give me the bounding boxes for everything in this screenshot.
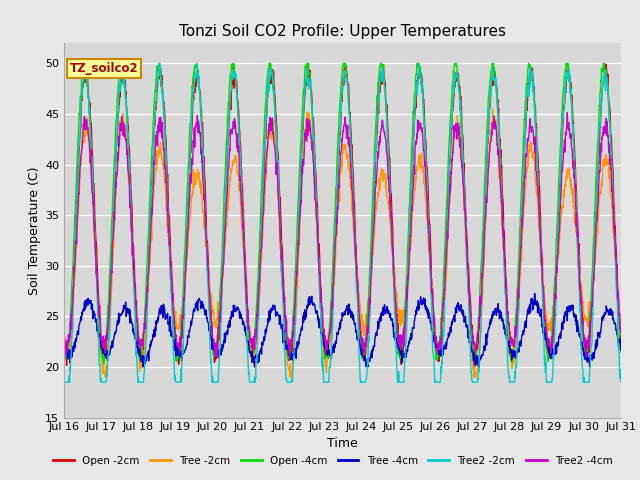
Text: TZ_soilco2: TZ_soilco2 [70, 62, 138, 75]
Title: Tonzi Soil CO2 Profile: Upper Temperatures: Tonzi Soil CO2 Profile: Upper Temperatur… [179, 24, 506, 39]
Legend: Open -2cm, Tree -2cm, Open -4cm, Tree -4cm, Tree2 -2cm, Tree2 -4cm: Open -2cm, Tree -2cm, Open -4cm, Tree -4… [49, 452, 617, 470]
Y-axis label: Soil Temperature (C): Soil Temperature (C) [28, 166, 41, 295]
X-axis label: Time: Time [327, 437, 358, 450]
